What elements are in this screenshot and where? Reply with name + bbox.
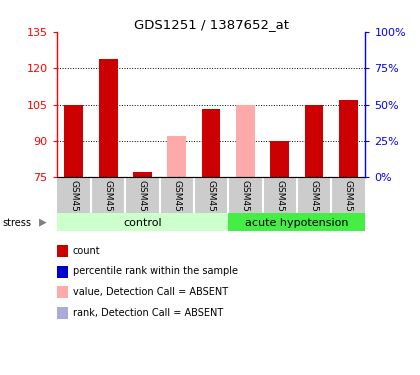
Bar: [339, 100, 358, 177]
Text: acute hypotension: acute hypotension: [245, 217, 349, 228]
Bar: [270, 141, 289, 177]
Bar: [228, 213, 383, 231]
Bar: [202, 110, 220, 177]
Text: GSM45186: GSM45186: [104, 180, 113, 229]
Bar: [304, 105, 323, 177]
Text: GSM45188: GSM45188: [241, 180, 250, 229]
Text: GSM45184: GSM45184: [69, 180, 79, 229]
Bar: [64, 105, 83, 177]
Text: rank, Detection Call = ABSENT: rank, Detection Call = ABSENT: [73, 308, 223, 318]
Bar: [236, 105, 255, 177]
Text: GSM45189: GSM45189: [172, 180, 181, 229]
Text: control: control: [123, 217, 162, 228]
Text: count: count: [73, 246, 100, 256]
Text: GSM45193: GSM45193: [207, 180, 215, 229]
Text: GSM45192: GSM45192: [344, 180, 353, 229]
Bar: [133, 172, 152, 177]
Text: GSM45191: GSM45191: [310, 180, 318, 229]
Text: value, Detection Call = ABSENT: value, Detection Call = ABSENT: [73, 287, 228, 297]
Text: stress: stress: [2, 217, 31, 228]
Text: percentile rank within the sample: percentile rank within the sample: [73, 267, 238, 276]
Title: GDS1251 / 1387652_at: GDS1251 / 1387652_at: [134, 18, 289, 31]
Bar: [167, 136, 186, 177]
Bar: [57, 213, 228, 231]
Text: GSM45187: GSM45187: [138, 180, 147, 229]
Bar: [99, 58, 118, 177]
Text: GSM45190: GSM45190: [275, 180, 284, 229]
